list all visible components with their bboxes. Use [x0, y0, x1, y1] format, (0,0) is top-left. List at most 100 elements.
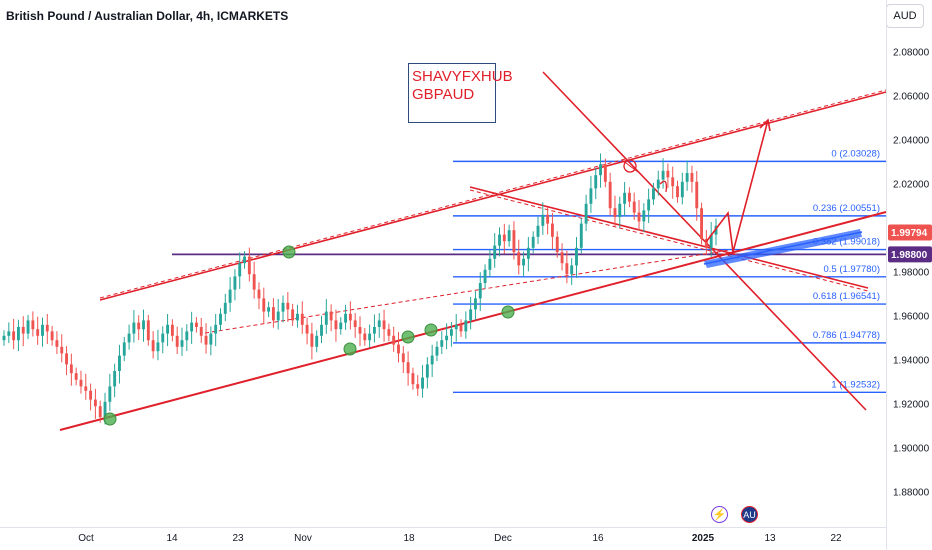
candle-body [493, 245, 497, 259]
candle-body [26, 320, 30, 334]
candle-body [2, 335, 6, 341]
candle-body [41, 324, 44, 336]
candle-body [281, 302, 285, 312]
candle-body [550, 223, 554, 237]
axes-layer: 2.080002.060002.040002.020002.000001.980… [78, 48, 932, 544]
pivot-marker [282, 245, 296, 259]
candle-body [300, 313, 304, 325]
candle-body [142, 320, 145, 330]
fib-level-label: 1 (1.92532) [831, 379, 880, 390]
candle-body [430, 355, 434, 365]
candle-body [632, 201, 636, 213]
currency-button[interactable]: AUD [886, 4, 924, 28]
candle-body [204, 335, 208, 345]
candle-body [151, 340, 155, 352]
fib-level-label: 0 (2.03028) [831, 148, 880, 159]
candle-body [421, 377, 424, 389]
flag-icon[interactable]: AU [741, 506, 758, 523]
support-zone-edge [703, 231, 863, 265]
candle-body [502, 234, 506, 242]
candle-body [372, 327, 376, 334]
candle-body [233, 276, 237, 290]
chart-title: British Pound / Australian Dollar, 4h, I… [6, 9, 289, 23]
lower-trendline [59, 211, 887, 431]
candle-body [613, 208, 617, 217]
pivot-marker [401, 330, 415, 344]
candle-body [339, 322, 343, 330]
candle-body [584, 203, 588, 224]
time-tick-label: 13 [764, 533, 776, 544]
candle-body [267, 307, 271, 312]
price-tick-label: 2.06000 [893, 92, 930, 103]
candle-body [695, 181, 699, 209]
candle-body [425, 364, 429, 378]
candle-body [368, 333, 372, 341]
candle-body [709, 234, 713, 248]
candle-body [243, 256, 246, 264]
candle-body [599, 164, 602, 176]
time-tick-label: 16 [592, 533, 604, 544]
candle-body [175, 335, 179, 347]
candle-body [305, 324, 309, 334]
candle-body [647, 199, 651, 211]
candle-body [137, 322, 141, 330]
peak-marker [621, 159, 639, 173]
candle-body [69, 364, 73, 374]
candle-body [416, 384, 420, 389]
candle-body [170, 324, 174, 336]
candle-body [560, 252, 564, 264]
candle-body [329, 311, 333, 321]
descending-trendline [469, 186, 869, 289]
steep-down-trendline [542, 71, 867, 411]
candle-body [397, 344, 400, 354]
candle-body [146, 320, 150, 341]
price-tick-label: 1.98000 [893, 268, 930, 279]
candle-body [21, 327, 25, 334]
upper-channel-dashed [99, 89, 887, 299]
candle-body [656, 179, 660, 189]
candle-body [16, 327, 20, 341]
candle-body [60, 346, 64, 354]
time-tick-label: Nov [294, 533, 312, 544]
price-tick-label: 1.88000 [893, 488, 930, 499]
candle-body [166, 324, 170, 334]
candle-body [589, 188, 593, 204]
candle-body [507, 230, 511, 242]
candle-body [89, 390, 93, 400]
candle-body [469, 309, 473, 321]
candle-body [661, 170, 665, 180]
candle-body [214, 324, 218, 334]
fib-level-label: 0.5 (1.97780) [823, 264, 880, 275]
candle-body [50, 331, 54, 341]
candle-body [55, 340, 59, 347]
candle-body [190, 322, 194, 332]
candle-body [700, 208, 704, 239]
candle-body [122, 342, 126, 356]
candle-body [324, 311, 328, 325]
candle-body [161, 333, 165, 343]
candle-body [579, 223, 583, 248]
candle-body [194, 322, 198, 327]
price-tick-label: 2.04000 [893, 136, 930, 147]
candle-body [276, 311, 280, 321]
pivot-marker [103, 412, 117, 426]
candle-body [45, 324, 49, 332]
price-tick-label: 1.94000 [893, 356, 930, 367]
candle-body [65, 353, 68, 365]
candle-body [401, 353, 405, 363]
time-tick-label: 18 [403, 533, 415, 544]
candle-body [454, 324, 458, 330]
candle-body [464, 320, 468, 332]
curve-marker [659, 180, 668, 193]
flash-icon[interactable]: ⚡ [711, 506, 728, 523]
pivot-marker [501, 305, 515, 319]
candle-body [474, 298, 477, 310]
candle-body [676, 186, 679, 198]
candle-body [546, 214, 550, 224]
candle-body [271, 307, 275, 321]
candle-body [526, 247, 530, 259]
candle-body [541, 214, 545, 226]
candle-body [315, 335, 319, 347]
projection-arrowhead [759, 118, 771, 132]
